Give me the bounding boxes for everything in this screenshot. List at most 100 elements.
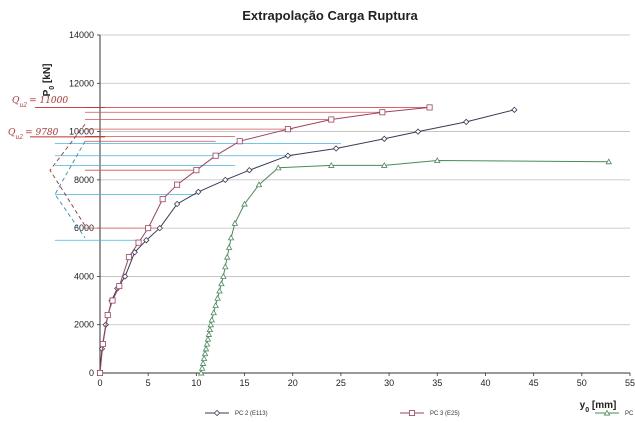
series-line [200,159,609,374]
data-point [426,104,433,111]
data-point [200,355,208,361]
data-point [213,409,221,417]
data-point [605,158,613,165]
data-point [212,301,219,308]
y-tick-label: 10000 [69,127,94,137]
data-point [195,188,202,196]
y-axis-label-main: P [42,89,53,96]
x-axis-label-unit: [mm] [589,400,616,411]
data-point [109,297,116,304]
data-point [193,167,200,174]
grid-layer [100,34,630,326]
y-axis-label: P0 [kN] [42,64,56,97]
data-point [135,239,142,246]
data-point [332,145,340,152]
data-point [223,253,231,260]
data-point [327,161,335,168]
x-tick-label: 20 [288,378,298,388]
legend-item-3: PC 1 (E263) [595,409,635,417]
y-tick-label: 2000 [74,320,94,330]
data-point [255,181,263,188]
y-tick-label: 14000 [69,30,94,40]
legend: PC 2 (E113) PC 3 (E25) PC 1 (E263) [205,409,635,417]
data-point [511,106,518,114]
data-point [206,326,214,333]
data-point [202,345,210,352]
x-tick-label: 55 [625,378,635,388]
legend-label: PC 1 (E263) [625,411,635,417]
data-point [381,135,388,142]
data-point [222,176,229,184]
chart-title: Extrapolação Carga Ruptura [242,8,418,23]
legend-item-1: PC 2 (E113) [205,409,268,417]
data-point [216,287,223,294]
data-point [156,224,163,232]
x-tick-label: 5 [146,378,151,388]
data-point [241,200,248,207]
data-point [116,283,123,290]
axes-layer: 0 2000 4000 6000 8000 10000 12000 14000 0 5 10 15 20… [69,30,635,388]
legend-label: PC 2 (E113) [235,411,268,417]
x-tick-label: 40 [480,378,490,388]
x-tick-label: 30 [384,378,394,388]
y-tick-label: 12000 [69,78,94,88]
data-point [221,263,229,270]
data-point [380,161,388,168]
data-point [173,200,181,208]
data-point [220,273,227,279]
data-point [463,118,470,126]
series-line [99,109,515,374]
series-layer [96,104,613,377]
series-line [99,106,430,374]
data-point [227,234,235,241]
data-point [205,330,213,337]
data-point [159,196,166,203]
series-3 [197,157,613,376]
data-point [99,341,106,348]
data-point [210,309,217,316]
handdrawn-red-bracket [49,124,86,226]
y-tick-label: 8000 [74,175,94,185]
data-point [197,369,205,376]
data-point [225,244,233,250]
data-point [236,138,243,145]
data-point [204,335,212,342]
data-point [246,167,253,174]
data-point [125,254,132,261]
handwritten-markup [30,106,428,241]
x-axis-label: y0 [mm] [580,400,617,414]
data-point [143,237,150,244]
data-point [284,126,291,133]
y-tick-label: 0 [89,368,94,378]
data-point [231,219,239,226]
data-point [174,181,181,188]
annotation-qu-9780: Qu2 = 9780 [8,128,59,141]
x-tick-label: 45 [529,378,539,388]
x-tick-label: 10 [191,378,201,388]
data-point [433,157,441,164]
x-tick-label: 25 [336,378,346,388]
y-axis-label-unit: [kN] [42,64,53,86]
data-point [203,340,211,347]
x-tick-label: 15 [240,378,250,388]
y-tick-label: 6000 [74,223,94,233]
data-point [274,164,282,171]
data-point [199,359,207,366]
data-point [208,316,216,323]
data-point [603,409,611,416]
y-axis-label-sub: 0 [49,86,56,90]
data-point [218,280,225,287]
data-point [284,152,292,159]
data-point [145,225,152,232]
data-point [408,409,415,416]
data-point [212,152,219,159]
x-axis-label-sub: 0 [585,407,589,414]
data-point [207,321,215,328]
x-axis-label-main: y [580,400,586,411]
data-point [97,369,104,376]
x-tick-label: 50 [577,378,587,388]
legend-label: PC 3 (E25) [430,411,460,417]
data-point [328,116,335,123]
data-point [121,273,129,280]
